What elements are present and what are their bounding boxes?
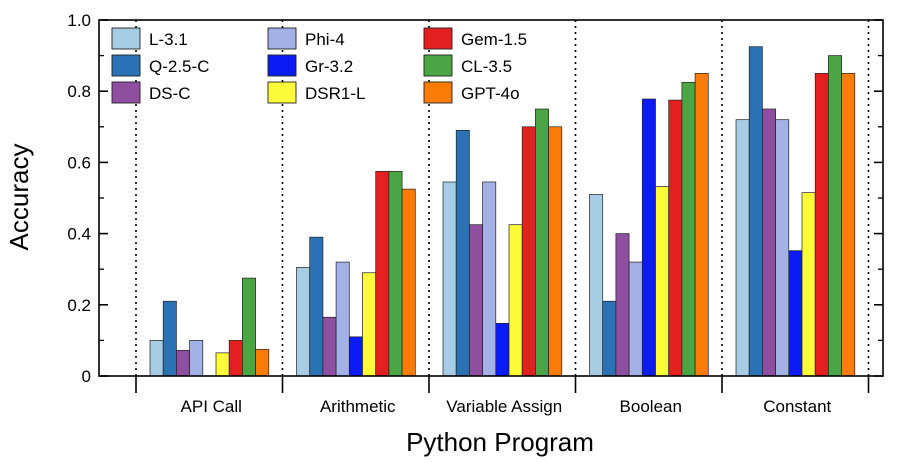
bar-gem-1-5-boolean	[668, 99, 683, 377]
bar-q-2-5-c-boolean	[602, 300, 617, 377]
bar-l-3-1-boolean	[589, 194, 604, 377]
bar-ds-c-variable-assign	[469, 224, 483, 377]
bar-phi-4-constant	[775, 119, 790, 377]
legend-swatch	[423, 54, 453, 77]
x-axis-label: Python Program	[406, 427, 594, 457]
bar-gpt-4o-variable-assign	[548, 126, 563, 377]
bar-gem-1-5-arithmetic	[375, 170, 390, 377]
legend-swatch	[111, 27, 141, 50]
bar-q-2-5-c-variable-assign	[455, 130, 470, 377]
bar-gem-1-5-api-call	[228, 340, 243, 377]
legend-label: DS-C	[149, 84, 191, 103]
x-tick-label: Constant	[763, 397, 831, 416]
bars	[149, 46, 856, 377]
y-tick-label: 0.8	[67, 82, 91, 101]
bar-gr-3-2-boolean	[641, 98, 656, 377]
axes: 0 0.2 0.4 0.6 0.8 1.0 API Call Arithmetic Variab…	[67, 11, 884, 416]
bar-phi-4-api-call	[189, 340, 204, 377]
bar-gpt-4o-constant	[841, 73, 856, 377]
x-tick-label: Arithmetic	[320, 397, 396, 416]
bar-phi-4-arithmetic	[335, 261, 350, 377]
bar-gr-3-2-arithmetic	[348, 336, 363, 377]
bar-gr-3-2-constant	[788, 250, 803, 377]
legend-swatch	[423, 81, 453, 104]
bar-ds-c-arithmetic	[322, 316, 337, 377]
bar-cl-3-5-arithmetic	[388, 170, 403, 377]
bar-ds-c-api-call	[176, 350, 190, 377]
bar-gr-3-2-variable-assign	[495, 322, 510, 377]
bar-dsr1-l-variable-assign	[508, 224, 523, 377]
bar-gem-1-5-constant	[814, 73, 829, 377]
legend-label: GPT-4o	[461, 84, 520, 103]
legend-label: Gr-3.2	[305, 57, 353, 76]
legend-swatch	[423, 27, 453, 50]
bar-dsr1-l-api-call	[215, 352, 230, 377]
bar-l-3-1-constant	[735, 119, 750, 377]
bar-phi-4-boolean	[628, 261, 643, 377]
bar-cl-3-5-boolean	[681, 81, 696, 377]
legend-label: Gem-1.5	[461, 30, 527, 49]
bar-gem-1-5-variable-assign	[521, 126, 536, 377]
legend-label: L-3.1	[149, 30, 188, 49]
bar-phi-4-variable-assign	[482, 181, 497, 377]
y-tick-label: 0.2	[67, 296, 91, 315]
bar-gpt-4o-boolean	[694, 73, 709, 377]
bar-gpt-4o-api-call	[255, 348, 270, 377]
bar-cl-3-5-constant	[828, 55, 842, 377]
bar-gpt-4o-arithmetic	[401, 188, 416, 377]
bar-ds-c-boolean	[615, 233, 630, 377]
bar-q-2-5-c-arithmetic	[309, 236, 324, 377]
bar-ds-c-constant	[762, 108, 776, 377]
bar-dsr1-l-arithmetic	[362, 272, 377, 377]
legend-swatch	[267, 27, 297, 50]
y-tick-label: 1.0	[67, 11, 91, 30]
bar-q-2-5-c-api-call	[162, 300, 177, 377]
legend-label: DSR1-L	[305, 84, 365, 103]
bar-cl-3-5-api-call	[242, 277, 256, 377]
x-tick-label: Boolean	[620, 397, 682, 416]
bar-l-3-1-arithmetic	[296, 267, 311, 377]
bar-dsr1-l-boolean	[655, 186, 670, 377]
x-tick-label: API Call	[181, 397, 242, 416]
bar-l-3-1-variable-assign	[442, 181, 457, 377]
legend-swatch	[111, 54, 141, 77]
y-tick-label: 0.6	[67, 153, 91, 172]
y-tick-label: 0.4	[67, 225, 91, 244]
legend-swatch	[267, 81, 297, 104]
bar-dsr1-l-constant	[801, 192, 816, 377]
bar-l-3-1-api-call	[149, 340, 164, 377]
legend-swatch	[111, 81, 141, 104]
legend-label: Phi-4	[305, 30, 345, 49]
legend: L-3.1 Q-2.5-C DS-C Phi-4 Gr-3.2 DSR1-L Gem-1.5…	[111, 27, 527, 104]
legend-swatch	[267, 54, 297, 77]
y-tick-label: 0	[82, 367, 91, 386]
y-axis-label: Accuracy	[4, 144, 34, 251]
legend-label: Q-2.5-C	[149, 57, 209, 76]
legend-label: CL-3.5	[461, 57, 512, 76]
x-tick-label: Variable Assign	[446, 397, 562, 416]
bar-q-2-5-c-constant	[748, 46, 763, 377]
bar-cl-3-5-variable-assign	[535, 108, 549, 377]
